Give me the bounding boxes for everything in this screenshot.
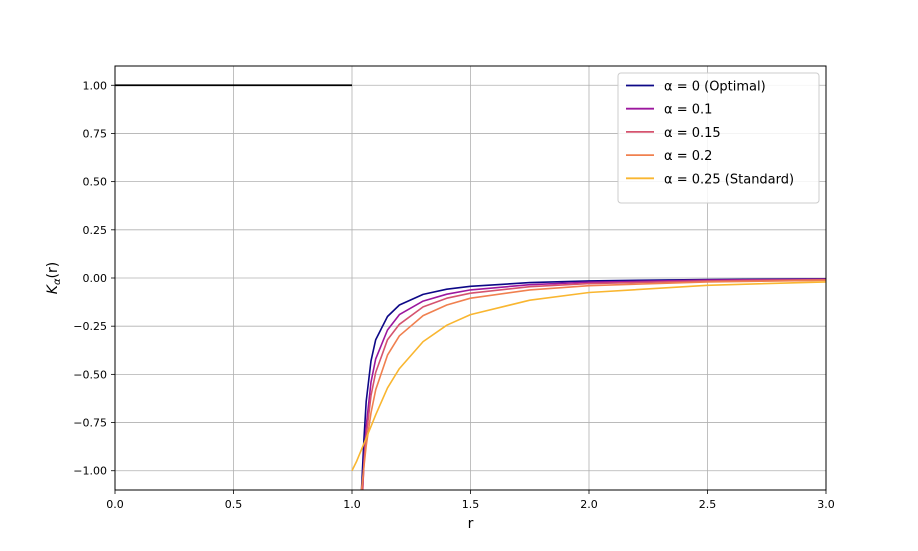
y-axis-label-subscript: α <box>52 278 63 285</box>
legend-label: α = 0.1 <box>664 103 712 118</box>
x-tick-label: 0.0 <box>106 498 124 511</box>
y-tick-label: 1.00 <box>83 79 108 92</box>
x-tick-label: 2.0 <box>580 498 598 511</box>
x-axis-label: r <box>468 516 474 532</box>
legend-label: α = 0.25 (Standard) <box>664 172 794 187</box>
y-tick-label: −0.25 <box>73 320 107 333</box>
plot-lines <box>115 84 826 490</box>
y-axis-label: Kα(r) <box>45 262 63 294</box>
y-tick-label: 0.00 <box>83 272 108 285</box>
x-tick-label: 1.5 <box>462 498 480 511</box>
y-axis-label-main: K <box>45 283 61 294</box>
y-axis-label-tail: (r) <box>45 262 61 279</box>
series-line-4 <box>351 281 826 472</box>
x-tick-label: 3.0 <box>817 498 835 511</box>
legend-box <box>617 72 820 204</box>
y-tick-label: 0.75 <box>83 127 108 140</box>
legend: α = 0 (Optimal) α = 0.1 α = 0.15 α = 0.2 α =… <box>617 72 820 204</box>
y-tick-label: 0.50 <box>83 176 108 189</box>
series-line-1 <box>361 278 826 490</box>
legend-label: α = 0 (Optimal) <box>664 80 766 95</box>
series-line-2 <box>361 278 826 490</box>
y-tick-label: −0.50 <box>73 368 107 381</box>
y-tick-label: −1.00 <box>73 465 107 478</box>
legend-label: α = 0.15 <box>664 126 721 141</box>
series-line-3 <box>360 279 826 490</box>
legend-label: α = 0.2 <box>664 149 712 164</box>
series-line-0 <box>360 278 826 490</box>
x-tick-label: 2.5 <box>699 498 717 511</box>
x-tick-label: 0.5 <box>225 498 243 511</box>
y-tick-label: 0.25 <box>83 224 108 237</box>
x-tick-label: 1.0 <box>343 498 361 511</box>
y-tick-label: −0.75 <box>73 417 107 430</box>
ticks: 0.0 0.5 1.0 1.5 2.0 2.5 3.0 1.00 0.75 0.50 0.25 0.0… <box>73 79 834 511</box>
